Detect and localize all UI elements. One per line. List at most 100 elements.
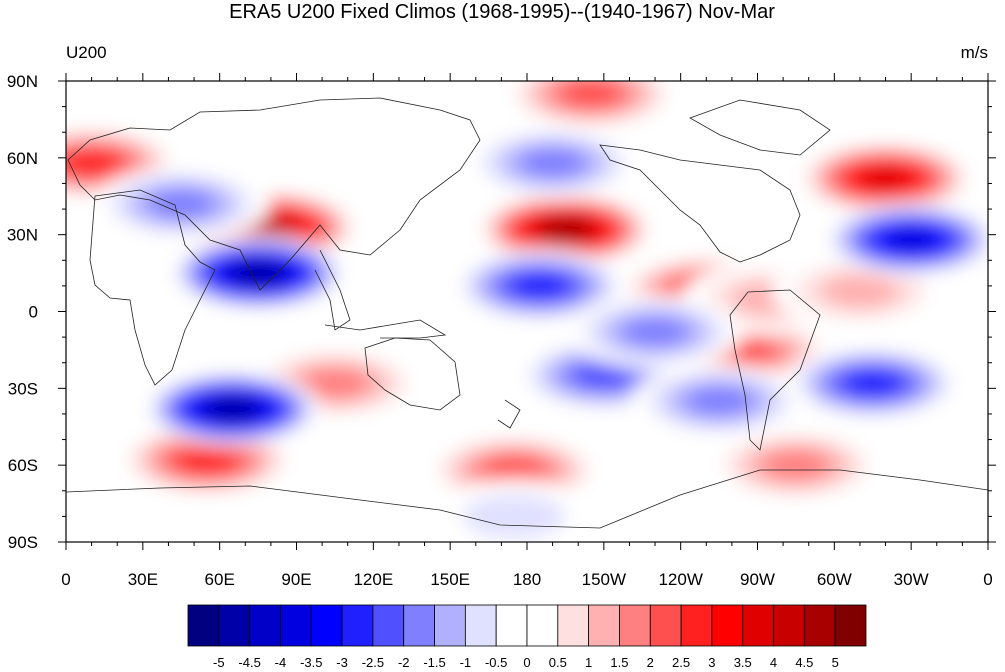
contour-band (862, 167, 909, 190)
colorbar-label: 1 (585, 655, 592, 670)
lon-label: 90W (740, 570, 775, 589)
contour-band (180, 448, 234, 473)
anomaly-center (770, 254, 949, 329)
colorbar-label: -4.5 (238, 655, 260, 670)
lon-label: 30W (894, 570, 929, 589)
lat-label: 30S (8, 379, 38, 398)
anomaly-center (425, 479, 604, 542)
longitude-labels: 0 30E 60E 90E 120E 150E 180 150W 120W 90W 60W 30W 0 (61, 570, 992, 589)
colorbar-label: -0.5 (485, 655, 507, 670)
colorbar-label: 3 (708, 655, 715, 670)
anomaly-field (66, 81, 988, 542)
colorbar-swatch (495, 604, 528, 647)
anomaly-center (796, 141, 975, 216)
colorbar-swatch (280, 604, 312, 647)
figure-title: ERA5 U200 Fixed Climos (1968-1995)--(194… (229, 1, 775, 23)
contour-band (210, 398, 254, 419)
map-area (66, 81, 988, 542)
coastline-new-zealand (497, 399, 521, 429)
coastline-greenland (689, 99, 831, 156)
coastline-eurasia (67, 97, 481, 291)
colorbar-label: -3.5 (300, 655, 322, 670)
colorbar-swatch (403, 604, 435, 647)
colorbar-swatch (526, 604, 559, 647)
coastline-south-america (729, 289, 821, 451)
contour-band (543, 219, 587, 240)
colorbar-swatch (464, 604, 497, 647)
anomaly-center (502, 81, 681, 131)
contour-band (236, 263, 280, 284)
anomaly-center (783, 346, 962, 421)
contour-band (562, 81, 621, 107)
anomaly-center (822, 202, 988, 277)
colorbar-swatch (249, 604, 281, 647)
colorbar-labels: -5 -4.5 -4 -3.5 -3 -2.5 -2 -1.5 -1 -0.5 0 0.5 1 1.5 2 2… (213, 655, 839, 670)
colorbar-label: 5 (832, 655, 839, 670)
colorbar-swatch (803, 604, 836, 647)
lat-label: 90N (7, 72, 38, 91)
anomaly-center (92, 166, 271, 241)
colorbar (187, 604, 867, 647)
colorbar-label: -1.5 (423, 655, 445, 670)
colorbar-swatch (310, 604, 343, 647)
colorbar-swatch (557, 604, 590, 647)
coastlines (66, 97, 988, 529)
colorbar-label: 1.5 (610, 655, 628, 670)
colorbar-swatch (649, 604, 682, 647)
contour-band (248, 216, 294, 238)
colorbar-swatch (711, 604, 744, 647)
lon-label: 120W (658, 570, 702, 589)
colorbar-label: 0.5 (549, 655, 567, 670)
lon-label: 60W (817, 570, 852, 589)
colorbar-swatch (588, 604, 620, 647)
contour-band (763, 450, 829, 480)
coastline-north-america (599, 144, 801, 263)
lon-label: 0 (61, 570, 70, 589)
anomaly-center (143, 371, 322, 446)
lon-label: 60E (205, 570, 235, 589)
contour-band (513, 273, 567, 298)
coastline-indochina (314, 249, 351, 331)
lon-label: 0 (983, 570, 992, 589)
variable-label: U200 (66, 43, 107, 62)
colorbar-label: 4 (770, 655, 777, 670)
colorbar-swatch (218, 604, 251, 647)
colorbar-label: 2.5 (672, 655, 690, 670)
contour-band (820, 274, 899, 309)
colorbar-label: -4 (275, 655, 287, 670)
colorbar-swatch (773, 604, 805, 647)
colorbar-swatch (434, 604, 466, 647)
anomaly-center (463, 125, 642, 200)
anomaly-center (706, 428, 885, 503)
lat-label: 60S (8, 456, 38, 475)
colorbar-label: -2 (398, 655, 410, 670)
lon-label: 150E (430, 570, 470, 589)
contour-band (485, 457, 544, 484)
contour-band (148, 189, 214, 219)
contour-band (462, 494, 566, 539)
colorbar-label: 3.5 (734, 655, 752, 670)
colorbar-swatch (742, 604, 774, 647)
lon-label: 90E (281, 570, 311, 589)
lon-label: 120E (353, 570, 393, 589)
colorbar-label: -1 (460, 655, 472, 670)
lat-label: 30N (7, 226, 38, 245)
latitude-labels: 90N 60N 30N 0 30S 60S 90S (7, 72, 38, 552)
colorbar-label: 0 (523, 655, 530, 670)
anomaly-center (169, 236, 348, 311)
lon-label: 150W (582, 570, 626, 589)
lon-label: 30E (128, 570, 158, 589)
coastline-antarctica (66, 469, 988, 529)
lat-label: 0 (29, 303, 38, 322)
contour-band (519, 148, 586, 178)
coastline-australia (364, 337, 461, 411)
contour-band (887, 229, 935, 251)
colorbar-label: 4.5 (795, 655, 813, 670)
lat-label: 90S (8, 533, 38, 552)
contour-band (846, 371, 900, 396)
coastline-indonesia (324, 319, 447, 339)
coastline-africa (89, 189, 216, 386)
lon-label: 180 (513, 570, 541, 589)
colorbar-label: 2 (647, 655, 654, 670)
anomaly-center (630, 364, 809, 439)
